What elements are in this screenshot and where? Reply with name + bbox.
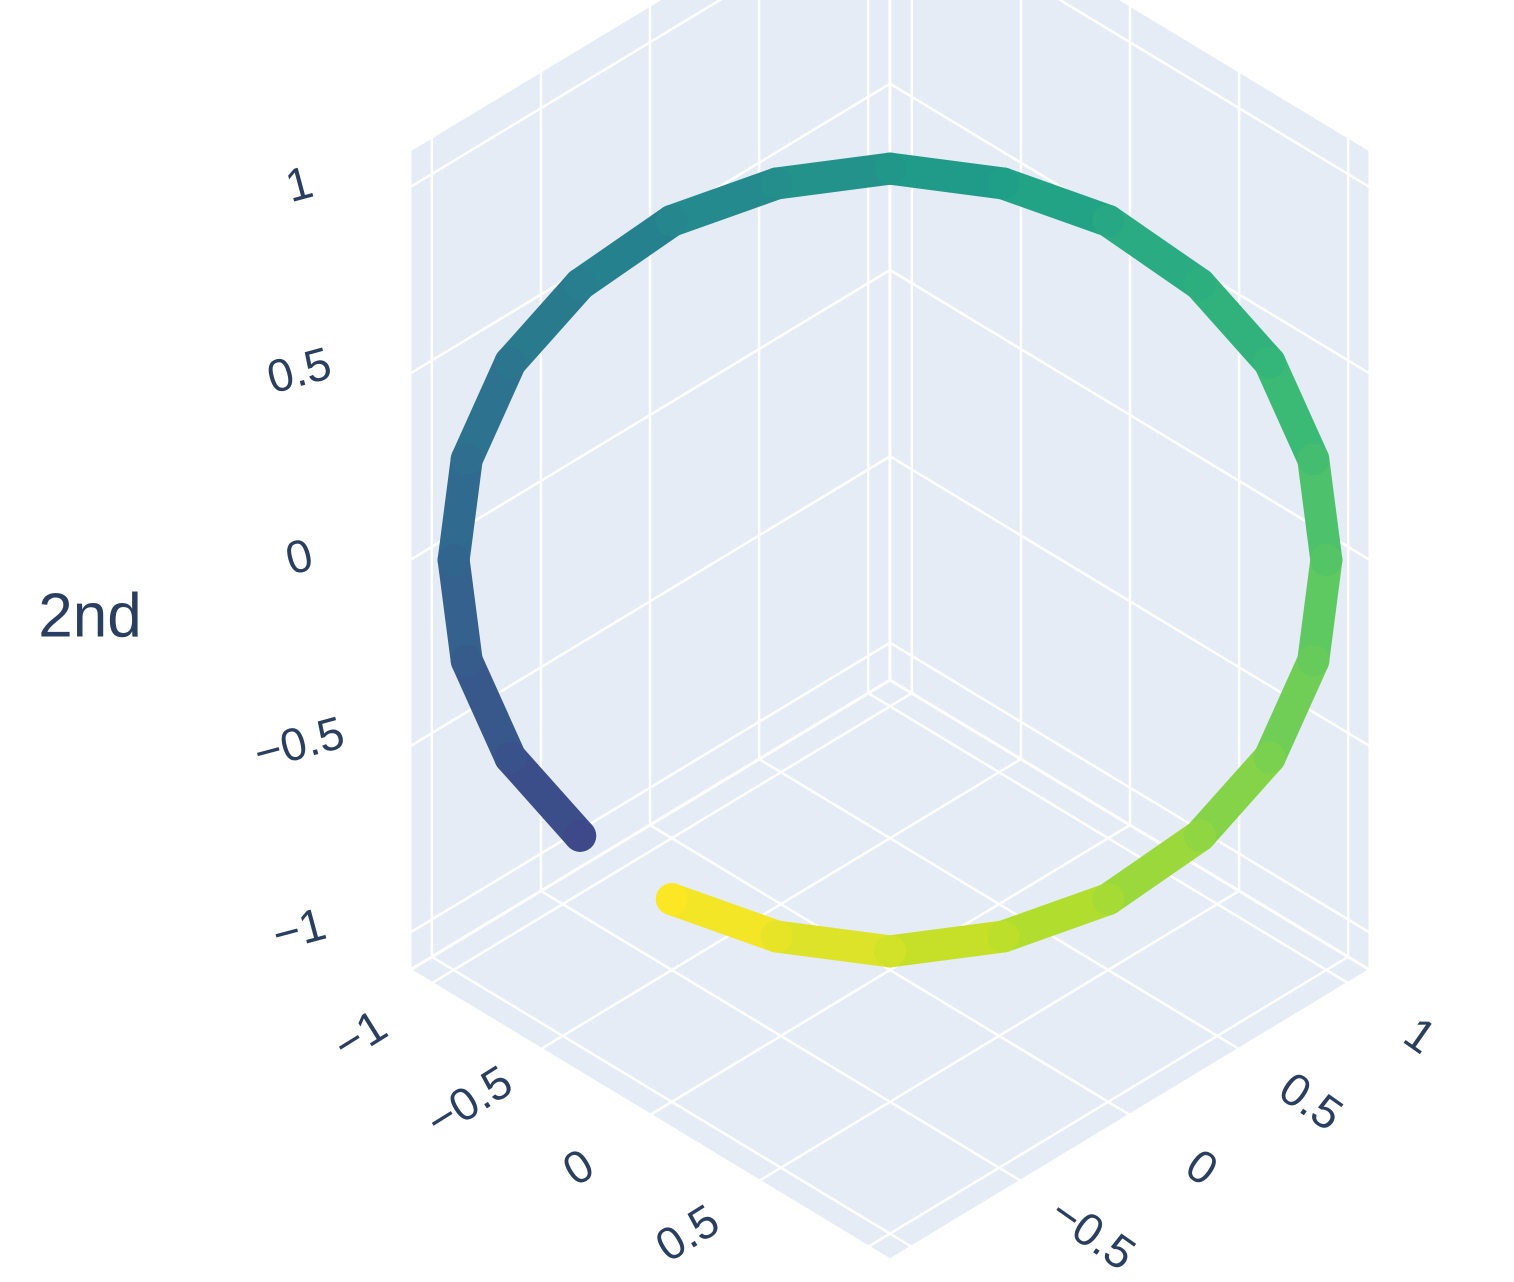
z-tick-label: −1 (267, 897, 331, 961)
line-vertex (1253, 741, 1286, 774)
grid-line (431, 955, 913, 1248)
grid (409, 0, 1371, 1248)
line-segment (1297, 443, 1343, 576)
line-vertex (760, 920, 793, 953)
line-segment (1297, 544, 1343, 677)
y-tick-label: 1 (1395, 1006, 1446, 1063)
line-vertex (1297, 644, 1330, 677)
line-segment (1253, 346, 1330, 476)
z-axis-title: 2nd (38, 581, 141, 650)
y-tick-label: −0.5 (1041, 1185, 1145, 1280)
line-vertex (987, 920, 1020, 953)
x-tick-label: 1 (772, 1270, 821, 1282)
z-tick-label: 0.5 (261, 337, 336, 404)
line-vertex (450, 644, 483, 677)
line-segment (437, 544, 483, 677)
line-vertex (450, 443, 483, 476)
scene (407, 0, 1373, 1262)
grid-line (889, 641, 1371, 934)
trace (437, 152, 1343, 968)
line-vertex (1253, 346, 1286, 379)
grid-line (409, 641, 891, 934)
x-tick-label: 0 (553, 1138, 602, 1196)
y-tick-label: 0 (1177, 1138, 1228, 1195)
grid-line (867, 692, 1349, 985)
line-vertex (874, 152, 906, 185)
line-segment (494, 268, 597, 379)
line-segment (494, 741, 597, 852)
line-vertex (1092, 883, 1125, 916)
line-vertex (760, 167, 793, 200)
line-segment (874, 920, 1020, 968)
line-vertex (1092, 204, 1125, 237)
line-segment (655, 883, 793, 953)
line-vertex (494, 346, 527, 379)
line-segment (437, 443, 483, 576)
line-segment (987, 167, 1125, 237)
line-vertex (564, 819, 597, 852)
line-vertex (655, 204, 688, 237)
line-segment (450, 346, 527, 476)
z-tick-label: −0.5 (248, 706, 349, 780)
line-segment (1183, 268, 1286, 379)
grid-line (889, 268, 1371, 562)
line-vertex (1297, 443, 1330, 476)
line-segment (760, 920, 906, 968)
grid-line (649, 823, 1131, 1117)
grid-line (1057, 0, 1371, 189)
line-segment (760, 152, 906, 200)
grid-line (409, 268, 891, 562)
line-vertex (437, 544, 470, 576)
z-tick-label: 0 (280, 528, 318, 585)
line-vertex (494, 741, 527, 774)
line-vertex (1183, 268, 1216, 301)
line-vertex (987, 167, 1020, 200)
line-vertex (564, 268, 597, 301)
grid-line (409, 0, 723, 189)
line-vertex (655, 883, 688, 916)
line-segment (987, 883, 1125, 953)
x-tick-label: −1 (324, 999, 396, 1071)
x-tick-label: 0.5 (646, 1194, 728, 1272)
z-tick-label: 1 (280, 155, 318, 212)
line-segment (1092, 204, 1216, 301)
line-segment (874, 152, 1020, 200)
line-vertex (1183, 819, 1216, 852)
line-segment (655, 167, 793, 237)
y-tick-label: −1 (948, 1262, 1021, 1282)
line-segment (564, 204, 688, 301)
line-segment (1183, 741, 1286, 852)
line-segment (450, 644, 527, 774)
line-vertex (874, 935, 906, 968)
line-segment (1092, 819, 1216, 916)
line-segment (1253, 644, 1330, 774)
x-tick-label: −0.5 (417, 1055, 522, 1147)
line-vertex (1310, 544, 1343, 576)
grid-line (758, 758, 1240, 1051)
y-tick-label: 0.5 (1270, 1061, 1352, 1140)
grid-line (540, 889, 1022, 1182)
